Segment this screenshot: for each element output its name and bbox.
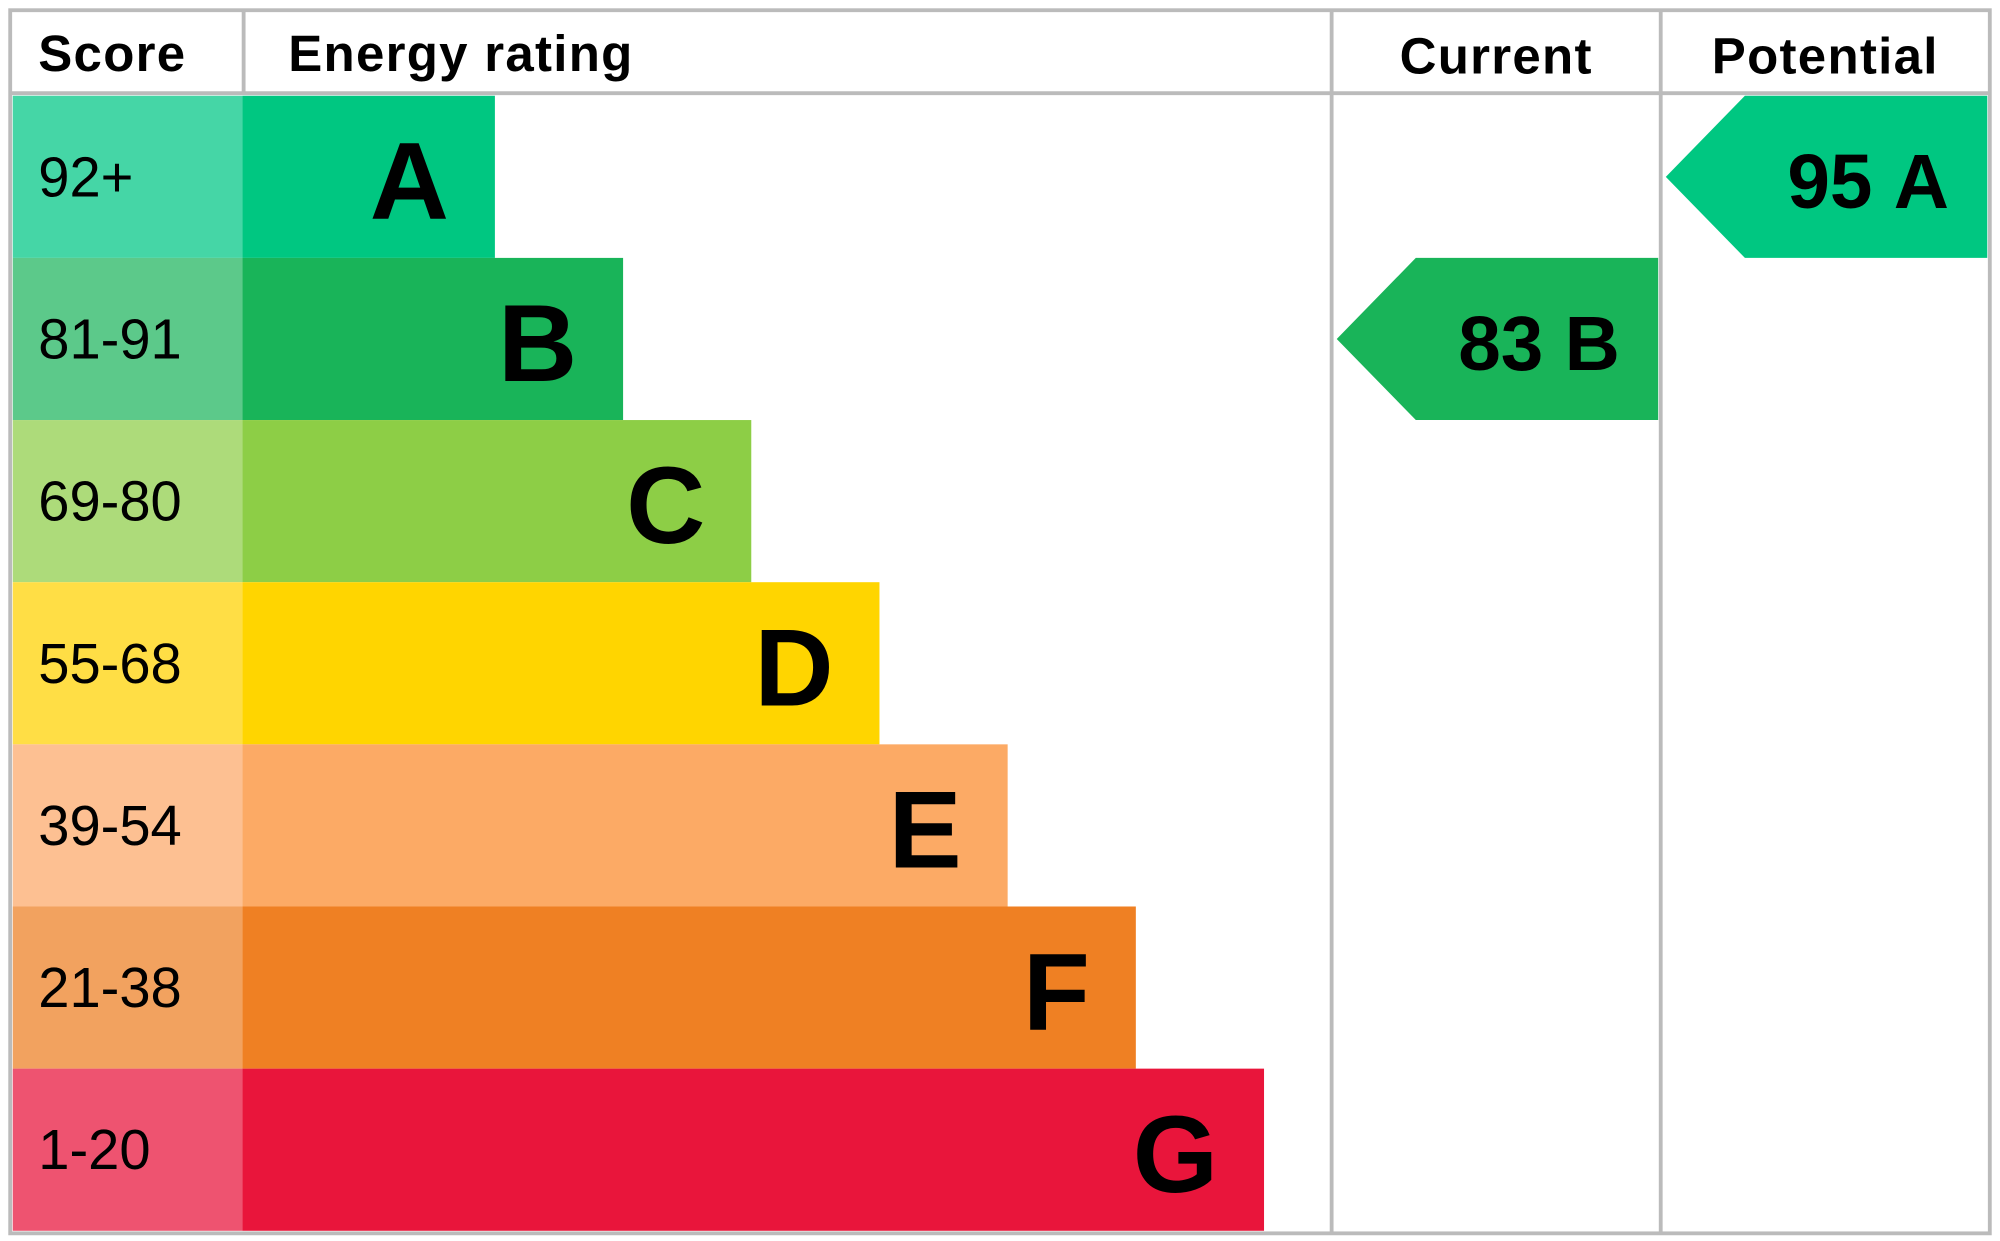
band-bar <box>242 744 1008 907</box>
score-cell <box>12 1068 243 1231</box>
band-letter: C <box>626 445 705 567</box>
header-current: Current <box>1400 28 1593 85</box>
current-label: 83 B <box>1458 302 1620 387</box>
score-cell <box>12 420 243 583</box>
current-arrow <box>1336 257 1659 421</box>
potential-value: 95 <box>1787 139 1872 224</box>
score-range: 21-38 <box>38 956 181 1019</box>
score-range: 55-68 <box>38 632 181 695</box>
header-score: Score <box>38 25 186 82</box>
score-cell <box>12 95 243 258</box>
score-range: 1-20 <box>38 1118 150 1181</box>
band-bar <box>242 95 495 258</box>
score-range: 69-80 <box>38 470 181 533</box>
header-potential: Potential <box>1712 28 1939 85</box>
band-bar <box>242 257 624 421</box>
band-bar <box>242 582 880 745</box>
score-range: 39-54 <box>38 794 181 857</box>
score-range: 92+ <box>38 145 133 208</box>
band-bar <box>242 906 1136 1069</box>
current-band: B <box>1565 302 1620 387</box>
band-bar <box>242 420 752 583</box>
score-cell <box>12 257 243 421</box>
score-cell <box>12 582 243 745</box>
band-letter: D <box>754 607 833 729</box>
potential-band: A <box>1894 139 1949 224</box>
band-letter: G <box>1133 1094 1218 1216</box>
band-letter: B <box>498 283 577 405</box>
band-letter: A <box>370 121 449 243</box>
band-bar <box>242 1068 1265 1231</box>
current-value: 83 <box>1458 302 1543 387</box>
score-cell <box>12 906 243 1069</box>
score-range: 81-91 <box>38 307 181 370</box>
potential-label: 95 A <box>1787 139 1949 224</box>
band-letter: F <box>1023 932 1090 1054</box>
potential-arrow <box>1665 95 1988 258</box>
band-letter: E <box>889 769 962 891</box>
score-cell <box>12 744 243 907</box>
header-rating: Energy rating <box>288 25 633 82</box>
